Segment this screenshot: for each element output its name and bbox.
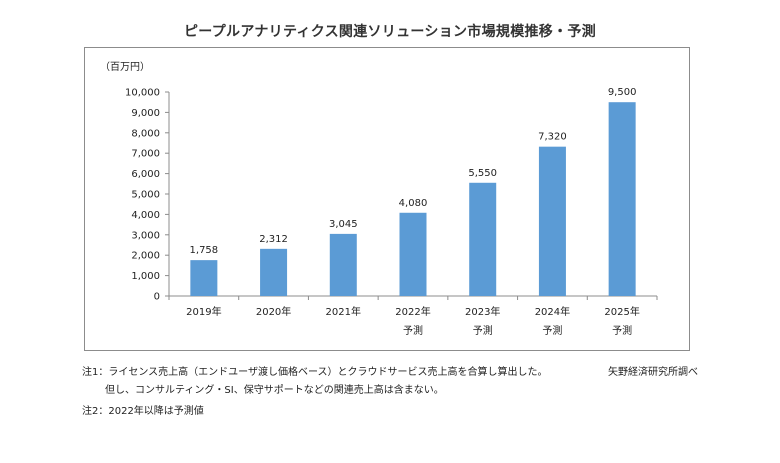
bar-value-label: 7,320 bbox=[538, 132, 567, 143]
y-tick-label: 8,000 bbox=[131, 128, 160, 139]
value-labels: 1,758 2,312 3,045 4,080 5,550 7,320 9,500 bbox=[190, 87, 637, 256]
y-tick-label: 0 bbox=[154, 292, 160, 303]
x-tick-sublabel: 予測 bbox=[612, 324, 632, 337]
footnote-2: 注2：2022年以降は予測値 bbox=[82, 406, 204, 417]
bar-value-label: 1,758 bbox=[190, 245, 219, 256]
y-tick-label: 3,000 bbox=[131, 230, 160, 241]
x-tick-label: 2019年 bbox=[186, 305, 221, 318]
x-tick-sublabel: 予測 bbox=[473, 324, 493, 337]
bar-value-label: 5,550 bbox=[468, 168, 497, 179]
bar-value-label: 2,312 bbox=[259, 234, 288, 245]
bar-value-label: 4,080 bbox=[399, 198, 428, 209]
source-credit: 矢野経済研究所調べ bbox=[608, 367, 698, 378]
x-tick-label: 2023年 bbox=[465, 305, 500, 318]
bar bbox=[329, 233, 357, 296]
x-tick-label: 2022年 bbox=[395, 305, 430, 318]
bar bbox=[608, 102, 636, 296]
bar-value-label: 9,500 bbox=[608, 87, 637, 98]
x-tick-sublabel: 予測 bbox=[403, 324, 423, 337]
x-tick-label: 2020年 bbox=[256, 305, 291, 318]
y-tick-label: 6,000 bbox=[131, 169, 160, 180]
y-axis-unit-label: （百万円） bbox=[100, 61, 150, 73]
y-tick-label: 7,000 bbox=[131, 149, 160, 160]
footnote-1: 注1：ライセンス売上高（エンドユーザ渡し価格ベース）とクラウドサービス売上高を合… bbox=[82, 367, 548, 378]
bar bbox=[538, 146, 566, 296]
y-tick-label: 4,000 bbox=[131, 210, 160, 221]
x-tick-sublabel: 予測 bbox=[542, 324, 562, 337]
y-tick-label: 2,000 bbox=[131, 251, 160, 262]
bar bbox=[399, 212, 427, 296]
bars bbox=[190, 102, 636, 296]
x-tick-label: 2025年 bbox=[604, 305, 639, 318]
bar bbox=[260, 248, 288, 296]
footnote-1-continued: 但し、コンサルティング・SI、保守サポートなどの関連売上高は含まない。 bbox=[105, 385, 444, 396]
y-tick-label: 9,000 bbox=[131, 108, 160, 119]
y-tick-label: 5,000 bbox=[131, 190, 160, 201]
chart-title: ピープルアナリティクス関連ソリューション市場規模推移・予測 bbox=[183, 24, 597, 40]
y-axis-ticks: 0 1,000 2,000 3,000 4,000 5,000 6,000 7,000 8,00… bbox=[125, 88, 169, 303]
bar bbox=[469, 182, 497, 296]
y-tick-label: 1,000 bbox=[131, 271, 160, 282]
y-tick-label: 10,000 bbox=[125, 88, 160, 99]
x-tick-label: 2024年 bbox=[535, 305, 570, 318]
chart-frame: （百万円） 0 1,000 2,000 3,000 4,000 5,000 6,000 7,0… bbox=[84, 47, 690, 351]
bar-chart: （百万円） 0 1,000 2,000 3,000 4,000 5,000 6,000 7,0… bbox=[100, 61, 658, 337]
bar-value-label: 3,045 bbox=[329, 219, 358, 230]
x-tick-label: 2021年 bbox=[326, 305, 361, 318]
bar bbox=[190, 260, 218, 296]
